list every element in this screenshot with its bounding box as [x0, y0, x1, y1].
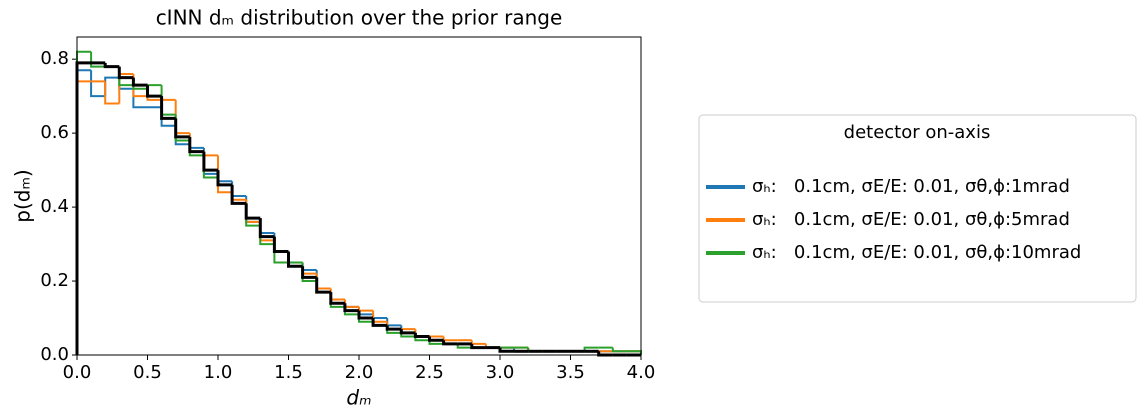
histogram-step — [104, 81, 120, 105]
x-tick-label: 3.5 — [556, 362, 585, 383]
histogram-step — [611, 347, 627, 353]
x-tick-label: 2.0 — [345, 362, 374, 383]
chart-title: cINN dₘ distribution over the prior rang… — [156, 6, 563, 30]
histogram-step — [287, 251, 303, 264]
histogram-step — [329, 292, 345, 301]
histogram-step — [498, 347, 515, 353]
histogram-step — [372, 310, 388, 323]
y-tick-label: 0.8 — [40, 48, 69, 69]
histogram-step — [442, 336, 458, 342]
y-tick-label: 0.2 — [40, 270, 69, 291]
histogram-step — [188, 144, 204, 149]
histogram-step — [76, 69, 92, 355]
histogram-step — [202, 151, 218, 157]
legend-label: σₕ: 0.1cm, σE/E: 0.01, σθ,ϕ:10mrad — [752, 242, 1081, 263]
plot-frame — [76, 36, 642, 356]
histogram-step — [301, 262, 317, 271]
histogram-step — [329, 292, 345, 305]
histogram-step — [329, 288, 345, 301]
histogram-step — [217, 155, 233, 194]
histogram-step — [315, 273, 331, 290]
histogram-step — [470, 340, 486, 345]
x-tick-label: 0.0 — [63, 362, 92, 383]
histogram-step — [118, 77, 134, 90]
histogram-step — [160, 96, 176, 120]
histogram-step — [287, 251, 303, 268]
histogram-step — [76, 50, 92, 355]
histogram-step — [428, 336, 444, 342]
histogram-step — [315, 281, 331, 294]
histogram-step — [287, 251, 303, 268]
histogram-step — [371, 318, 388, 327]
histogram-step — [146, 85, 162, 98]
x-tick-label: 2.5 — [415, 362, 444, 383]
histogram-step — [273, 232, 289, 253]
histogram-step — [103, 62, 120, 69]
histogram-step — [386, 318, 402, 327]
legend-label: σₕ: 0.1cm, σE/E: 0.01, σθ,ϕ:1mrad — [752, 176, 1070, 197]
histogram-step — [301, 266, 317, 279]
histogram-step — [90, 70, 106, 98]
histogram-step — [202, 151, 218, 172]
histogram-step — [343, 303, 359, 313]
histogram-step — [272, 236, 289, 253]
histogram-step — [217, 173, 233, 183]
histogram-step — [372, 314, 388, 320]
histogram-step — [132, 88, 148, 109]
histogram-step — [413, 332, 430, 339]
histogram-step — [104, 76, 120, 97]
histogram-step — [358, 306, 374, 312]
histogram-step — [174, 99, 190, 135]
histogram-step — [231, 181, 247, 197]
histogram-step — [259, 221, 275, 234]
histogram-step — [442, 340, 458, 346]
y-tick-label: 0.4 — [40, 196, 69, 217]
histogram-step — [216, 170, 233, 187]
histogram-step — [146, 84, 162, 89]
x-axis-label: dₘ — [346, 386, 371, 410]
histogram-step — [118, 66, 134, 87]
histogram-step — [90, 51, 106, 68]
histogram-step — [399, 329, 416, 335]
histogram-step — [273, 244, 289, 264]
x-tick-label: 1.5 — [274, 362, 303, 383]
legend-label: σₕ: 0.1cm, σE/E: 0.01, σθ,ϕ:5mrad — [752, 209, 1070, 230]
x-tick-label: 4.0 — [627, 362, 656, 383]
x-tick-label: 1.0 — [204, 362, 233, 383]
histogram-step — [343, 299, 359, 308]
legend-title: detector on-axis — [844, 122, 991, 143]
histogram-step — [174, 118, 190, 139]
histogram-step — [273, 240, 289, 253]
x-tick-label: 3.0 — [486, 362, 515, 383]
histogram-step — [188, 136, 204, 154]
histogram-step — [230, 184, 247, 205]
histogram-step — [117, 66, 134, 80]
histogram-step — [385, 325, 402, 331]
histogram-step — [470, 343, 486, 350]
histogram-step — [160, 107, 176, 127]
y-tick-label: 0.0 — [40, 344, 69, 365]
histogram-step — [75, 61, 92, 355]
x-tick-label: 0.5 — [133, 362, 162, 383]
histogram-step — [258, 218, 275, 239]
histogram-step — [357, 310, 374, 320]
histogram-step — [343, 299, 359, 308]
histogram-step — [76, 80, 92, 355]
y-tick-label: 0.6 — [40, 122, 69, 143]
histogram-step — [315, 277, 331, 294]
histogram-step — [244, 203, 261, 220]
legend-box — [698, 114, 1137, 303]
histogram-step — [131, 77, 148, 87]
y-axis-label: p(dₘ) — [11, 169, 35, 222]
